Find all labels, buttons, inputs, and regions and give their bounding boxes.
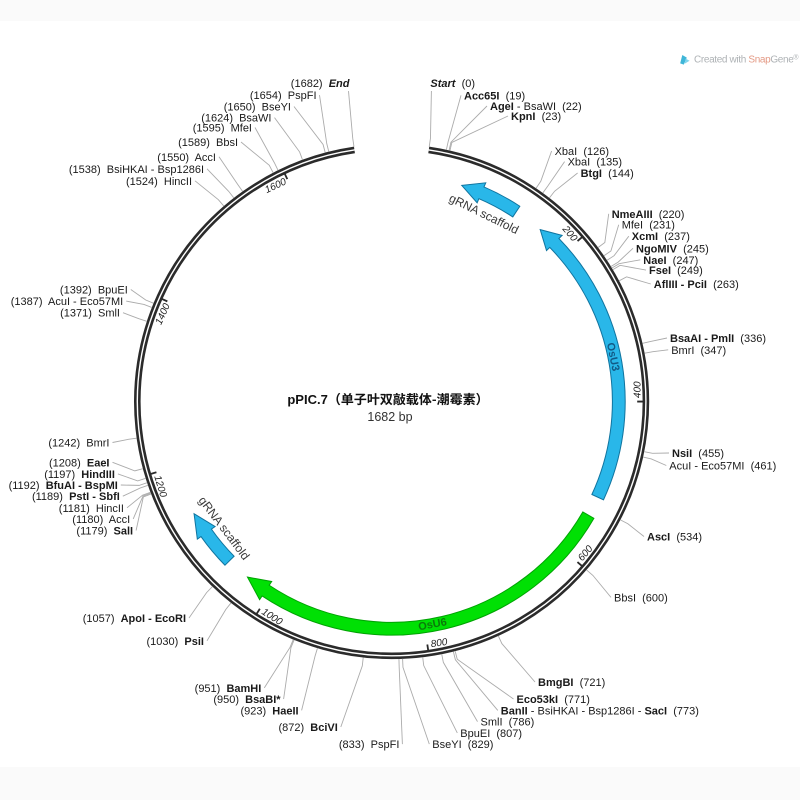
svg-text:(1181) HincII: (1181) HincII <box>59 503 124 515</box>
svg-text:(1538) BsiHKAI - Bsp1286I: (1538) BsiHKAI - Bsp1286I <box>69 164 204 176</box>
svg-text:(1242) BmrI: (1242) BmrI <box>48 438 109 450</box>
svg-text:BanII - BsiHKAI - Bsp1286I - S: BanII - BsiHKAI - Bsp1286I - SacI (773) <box>501 705 699 717</box>
svg-text:(1650) BseYI: (1650) BseYI <box>224 102 291 114</box>
svg-text:BsaAI - PmlI (336): BsaAI - PmlI (336) <box>670 333 766 345</box>
svg-text:AscI (534): AscI (534) <box>647 532 702 544</box>
svg-text:(1030) PsiI: (1030) PsiI <box>147 636 205 648</box>
svg-text:(1057) ApoI - EcoRI: (1057) ApoI - EcoRI <box>83 613 186 625</box>
svg-text:1400: 1400 <box>154 301 173 326</box>
svg-text:(1624) BsaWI: (1624) BsaWI <box>201 113 271 125</box>
svg-text:(923) HaeII: (923) HaeII <box>241 705 299 717</box>
svg-text:(1208) EaeI: (1208) EaeI <box>49 457 110 469</box>
svg-text:(1179) SalI: (1179) SalI <box>76 526 133 538</box>
svg-text:1682 bp: 1682 bp <box>367 410 412 424</box>
svg-text:(1387) AcuI - Eco57MI: (1387) AcuI - Eco57MI <box>11 296 124 308</box>
svg-text:AcuI - Eco57MI (461): AcuI - Eco57MI (461) <box>669 461 776 473</box>
svg-text:(872) BciVI: (872) BciVI <box>278 722 337 734</box>
svg-text:XcmI (237): XcmI (237) <box>632 231 690 243</box>
svg-text:(1189) PstI - SbfI: (1189) PstI - SbfI <box>32 491 120 503</box>
svg-text:Start (0): Start (0) <box>430 78 475 90</box>
svg-text:(1589) BbsI: (1589) BbsI <box>178 137 238 149</box>
svg-text:BmrI (347): BmrI (347) <box>671 345 726 357</box>
svg-text:SmlI (786): SmlI (786) <box>481 717 535 729</box>
svg-text:(950) BsaBI*: (950) BsaBI* <box>213 694 281 706</box>
svg-text:Created with SnapGene®: Created with SnapGene® <box>694 54 799 66</box>
svg-text:(1192) BfuAI - BspMI: (1192) BfuAI - BspMI <box>9 480 118 492</box>
svg-text:MfeI (231): MfeI (231) <box>622 220 675 232</box>
svg-text:AflIII - PciI (263): AflIII - PciI (263) <box>654 279 739 291</box>
svg-text:BpuEI (807): BpuEI (807) <box>460 728 522 740</box>
svg-text:(1524) HincII: (1524) HincII <box>126 176 192 188</box>
svg-text:FseI (249): FseI (249) <box>649 265 703 277</box>
svg-text:Eco53kI (771): Eco53kI (771) <box>517 694 590 706</box>
svg-text:OsU6: OsU6 <box>417 616 447 633</box>
svg-text:(951) BamHI: (951) BamHI <box>195 683 262 695</box>
svg-text:(1550) AccI: (1550) AccI <box>157 152 216 164</box>
svg-text:XbaI (135): XbaI (135) <box>568 157 622 169</box>
svg-text:BtgI (144): BtgI (144) <box>581 168 634 180</box>
svg-text:1600: 1600 <box>263 176 288 196</box>
svg-text:200: 200 <box>559 223 579 244</box>
svg-text:(1682) End: (1682) End <box>291 78 350 90</box>
svg-text:pPIC.7: pPIC.7 <box>287 392 327 407</box>
svg-text:(833) PspFI: (833) PspFI <box>339 739 400 751</box>
svg-text:(1654) PspFI: (1654) PspFI <box>250 90 317 102</box>
svg-text:NgoMIV (245): NgoMIV (245) <box>636 243 709 255</box>
svg-text:BseYI (829): BseYI (829) <box>432 739 493 751</box>
svg-text:(1197) HindIII: (1197) HindIII <box>44 469 115 481</box>
svg-text:BbsI (600): BbsI (600) <box>614 592 668 604</box>
svg-text:(1371) SmlI: (1371) SmlI <box>60 308 120 320</box>
svg-text:(1180) AccI: (1180) AccI <box>72 514 130 526</box>
svg-text:(1392) BpuEI: (1392) BpuEI <box>60 285 128 297</box>
svg-text:BmgBI (721): BmgBI (721) <box>538 677 605 689</box>
svg-text:KpnI (23): KpnI (23) <box>511 111 561 123</box>
svg-text:400: 400 <box>632 381 643 398</box>
svg-text:NsiI (455): NsiI (455) <box>672 448 724 460</box>
